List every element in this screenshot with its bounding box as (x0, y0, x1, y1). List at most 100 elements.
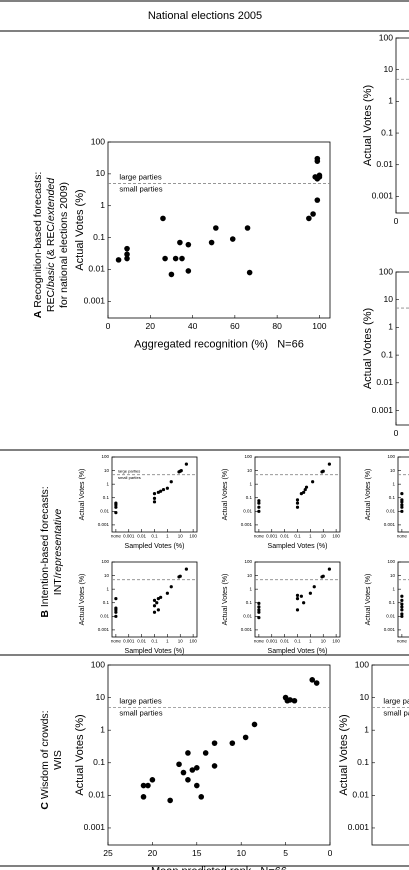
y-tick-label: 0.001 (84, 296, 106, 306)
section-letter: B (39, 610, 51, 618)
point (327, 462, 331, 466)
point (400, 505, 404, 509)
point (400, 612, 404, 616)
point (185, 268, 192, 274)
y-tick-label: 0.01 (386, 509, 395, 514)
point (314, 158, 321, 164)
point (115, 257, 122, 263)
y-tick-label: 0.01 (100, 614, 109, 619)
y-tick-label: 100 (355, 659, 370, 669)
point (302, 490, 306, 494)
x-tick-label: none (111, 639, 122, 644)
plot-frame (395, 271, 409, 426)
x-tick-label: 0.001 (123, 534, 135, 539)
x-tick-label: 0.001 (123, 639, 135, 644)
point (124, 255, 130, 262)
x-tick-label: 10 (236, 848, 246, 858)
x-tick-label: 15 (192, 848, 202, 858)
x-axis-label: Mean predicted rank N=66 (151, 865, 287, 870)
section-text: basic (45, 262, 57, 287)
y-tick-label: 100 (91, 659, 106, 669)
y-tick-label: 0.01 (243, 614, 252, 619)
y-tick-label: 0.01 (376, 159, 393, 169)
point (168, 271, 175, 278)
x-tick-label: 0.001 (266, 639, 278, 644)
point (152, 492, 157, 496)
y-tick-label: 0.1 (93, 757, 105, 767)
x-axis-label: Sampled Votes (%) (268, 543, 328, 550)
x-tick-label: 100 (189, 639, 197, 644)
y-tick-label: 10 (95, 692, 105, 702)
point (400, 602, 404, 606)
y-tick-label: 100 (379, 32, 394, 42)
point (114, 614, 118, 618)
y-tick-label: 100 (91, 136, 106, 146)
y-axis-label: Actual Votes (%) (362, 308, 374, 389)
point (165, 486, 169, 490)
annotation: small parties (118, 475, 141, 480)
point (114, 606, 118, 610)
section-label: B Intention-based forecasts: (39, 486, 51, 617)
y-tick-label: 0.01 (352, 790, 369, 800)
x-tick-label: none (254, 639, 265, 644)
y-tick-label: 10 (95, 168, 105, 178)
y-tick-label: 10 (383, 294, 393, 304)
point (257, 605, 261, 609)
y-tick-label: 1 (392, 586, 395, 591)
point (400, 594, 404, 598)
plot-frame (107, 664, 331, 846)
y-tick-label: 1 (364, 724, 369, 734)
point (257, 509, 261, 513)
x-tick-label: 0.1 (294, 534, 301, 539)
x-tick-label: 0 (394, 428, 399, 438)
point (299, 594, 303, 598)
x-axis-label: Aggregated recognition (%) N=66 (134, 338, 304, 350)
point (184, 462, 188, 466)
y-tick-label: 1 (100, 200, 105, 210)
point (211, 740, 218, 746)
point (211, 763, 218, 769)
x-tick-label: 20 (146, 321, 156, 331)
x-tick-label: 100 (312, 321, 327, 331)
y-axis-label: Actual Votes (%) (362, 85, 374, 166)
point (291, 697, 298, 704)
point (124, 245, 130, 252)
y-tick-label: 0.001 (384, 522, 396, 527)
x-tick-label: 0 (106, 321, 111, 331)
y-axis-label: Actual Votes (%) (74, 714, 86, 795)
point (208, 239, 215, 246)
x-tick-label: none (254, 534, 265, 539)
y-tick-label: 100 (101, 559, 109, 564)
point (295, 501, 300, 505)
y-tick-label: 0.001 (384, 627, 396, 632)
point (161, 487, 166, 492)
y-tick-label: 100 (387, 559, 395, 564)
point (400, 503, 404, 507)
x-tick-label: 10 (178, 639, 184, 644)
point (140, 794, 147, 800)
y-tick-label: 1 (392, 481, 395, 486)
plot-frame (395, 37, 409, 214)
y-tick-label: 0.01 (88, 790, 105, 800)
point (185, 241, 192, 248)
point (321, 574, 325, 578)
y-axis-label: Actual Votes (%) (365, 574, 372, 626)
point (160, 215, 166, 222)
x-tick-label: 80 (272, 321, 282, 331)
y-tick-label: 0.001 (84, 822, 106, 832)
x-tick-label: 0.01 (280, 639, 289, 644)
y-tick-label: 0.001 (348, 822, 370, 832)
y-tick-label: 10 (247, 468, 253, 473)
point (314, 197, 321, 203)
section-label: WIS (52, 750, 64, 770)
x-tick-label: 20 (148, 848, 158, 858)
y-tick-label: 0.1 (246, 495, 253, 500)
y-tick-label: 0.01 (386, 614, 395, 619)
point (114, 501, 118, 505)
point (194, 782, 200, 789)
point (295, 593, 300, 597)
y-tick-label: 0.01 (243, 509, 252, 514)
y-tick-label: 1 (388, 322, 393, 332)
x-axis-label: Sampled Votes (%) (268, 648, 328, 655)
y-tick-label: 10 (359, 692, 369, 702)
